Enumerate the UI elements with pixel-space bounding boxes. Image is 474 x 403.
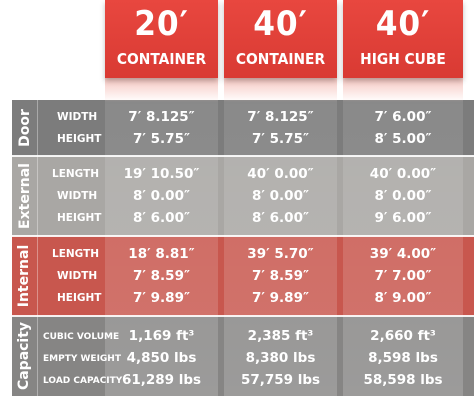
row-label-door-height: HEIGHT [57, 133, 102, 145]
column-highlight-40hc [343, 100, 463, 396]
cell-external-length-40hc: 40′ 0.00″ [369, 166, 437, 182]
cell-internal-length-40: 39′ 5.70″ [247, 246, 314, 262]
cell-internal-height-40hc: 8′ 9.00″ [374, 290, 432, 306]
section-label-text: Door [16, 109, 33, 147]
cell-internal-length-40hc: 39′ 4.00″ [369, 246, 437, 262]
cell-door-height-40hc: 8′ 5.00″ [374, 131, 432, 147]
cell-internal-height-40: 7′ 9.89″ [252, 290, 309, 306]
column-header-40ft: 40′ CONTAINER [224, 0, 337, 78]
column-header-size: 40′ [253, 4, 308, 44]
cell-cubic-volume-20: 1,169 ft³ [128, 328, 195, 344]
column-header-size: 20′ [134, 4, 189, 44]
internal-section-bg [12, 236, 474, 316]
row-label-external-length: LENGTH [52, 168, 100, 180]
cell-load-capacity-20: 61,289 lbs [121, 372, 202, 388]
section-label-capacity: Capacity [12, 316, 38, 396]
column-header-type: CONTAINER [235, 50, 326, 68]
cell-internal-length-20: 18′ 8.81″ [128, 246, 195, 262]
cell-external-height-20: 8′ 6.00″ [133, 210, 190, 226]
cell-load-capacity-40: 57,759 lbs [240, 372, 321, 388]
section-label-internal: Internal [12, 236, 38, 316]
column-header-type: CONTAINER [116, 50, 207, 68]
section-label-external: External [12, 156, 38, 236]
row-label-external-height: HEIGHT [57, 212, 102, 224]
row-label-empty-weight: EMPTY WEIGHT [43, 354, 121, 364]
cell-empty-weight-40: 8,380 lbs [245, 350, 316, 366]
column-header-type: HIGH CUBE [360, 50, 446, 68]
cell-external-width-40hc: 8′ 0.00″ [374, 188, 432, 204]
section-label-text: Internal [16, 244, 33, 308]
door-section-bg [12, 100, 474, 156]
column-header-40ft-high-cube: 40′ HIGH CUBE [343, 0, 463, 78]
cell-door-width-20: 7′ 8.125″ [128, 109, 195, 125]
cell-external-height-40: 8′ 6.00″ [252, 210, 309, 226]
cell-external-width-40: 8′ 0.00″ [252, 188, 309, 204]
external-section-bg [12, 156, 474, 236]
cell-external-length-40: 40′ 0.00″ [247, 166, 314, 182]
section-label-text: Capacity [16, 321, 33, 391]
row-label-load-capacity: LOAD CAPACITY [43, 376, 123, 386]
column-highlight-40 [224, 100, 337, 396]
cell-internal-width-20: 7′ 8.59″ [133, 268, 190, 284]
section-divider [12, 315, 474, 317]
cell-empty-weight-40hc: 8,598 lbs [368, 350, 438, 366]
column-highlight-20 [105, 100, 218, 396]
cell-internal-width-40hc: 7′ 7.00″ [374, 268, 432, 284]
section-label-door: Door [12, 100, 38, 156]
row-label-door-width: WIDTH [57, 111, 98, 123]
header-fade-40 [224, 78, 337, 102]
row-label-cubic-volume: CUBIC VOLUME [43, 332, 120, 342]
cell-internal-height-20: 7′ 9.89″ [133, 290, 190, 306]
row-label-internal-height: HEIGHT [57, 292, 102, 304]
row-label-external-width: WIDTH [57, 190, 98, 202]
cell-door-width-40: 7′ 8.125″ [247, 109, 314, 125]
cell-cubic-volume-40hc: 2,660 ft³ [370, 328, 436, 344]
section-divider [12, 155, 474, 157]
cell-door-height-40: 7′ 5.75″ [252, 131, 309, 147]
column-header-20ft: 20′ CONTAINER [105, 0, 218, 78]
cell-empty-weight-20: 4,850 lbs [126, 350, 197, 366]
cell-external-length-20: 19′ 10.50″ [123, 166, 200, 182]
cell-door-width-40hc: 7′ 6.00″ [374, 109, 432, 125]
cell-door-height-20: 7′ 5.75″ [133, 131, 190, 147]
header-fade-20 [105, 78, 218, 102]
header-fade-40hc [343, 78, 463, 102]
row-label-internal-length: LENGTH [52, 248, 100, 260]
cell-load-capacity-40hc: 58,598 lbs [363, 372, 443, 388]
column-header-size: 40′ [375, 4, 431, 44]
cell-cubic-volume-40: 2,385 ft³ [247, 328, 314, 344]
cell-external-width-20: 8′ 0.00″ [133, 188, 190, 204]
row-label-internal-width: WIDTH [57, 270, 98, 282]
section-divider [12, 235, 474, 237]
cell-internal-width-40: 7′ 8.59″ [252, 268, 309, 284]
section-label-text: External [16, 163, 33, 229]
cell-external-height-40hc: 9′ 6.00″ [374, 210, 432, 226]
capacity-section-bg [12, 316, 474, 396]
